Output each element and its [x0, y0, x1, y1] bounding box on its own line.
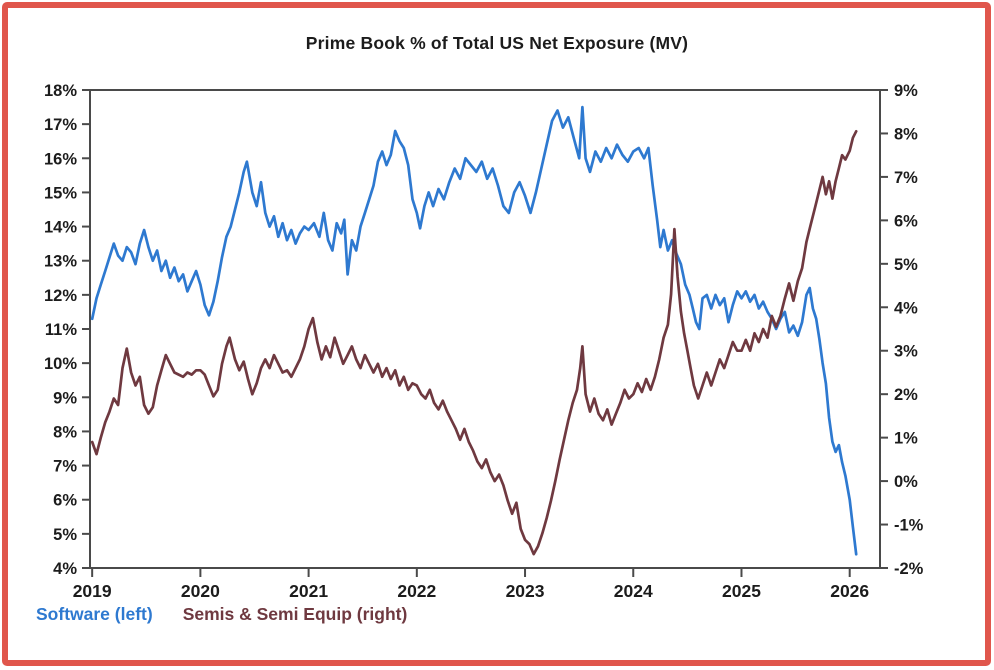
left-axis-label: 15%: [44, 184, 77, 202]
left-axis-label: 11%: [45, 321, 77, 339]
left-axis-label: 17%: [44, 116, 77, 134]
right-axis-label: -2%: [894, 560, 924, 578]
right-axis-label: 1%: [894, 430, 918, 448]
right-axis-label: 9%: [894, 82, 918, 100]
right-axis-label: 6%: [894, 212, 918, 230]
x-axis-label: 2022: [397, 581, 436, 601]
left-axis-label: 16%: [44, 150, 77, 168]
right-axis-label: 8%: [894, 125, 918, 143]
x-axis-label: 2024: [614, 581, 653, 601]
right-axis-label: 2%: [894, 386, 918, 404]
left-axis-label: 6%: [53, 492, 77, 510]
chart-title: Prime Book % of Total US Net Exposure (M…: [305, 33, 689, 53]
series-line-software: [90, 105, 858, 556]
left-axis-label: 18%: [44, 82, 77, 100]
left-axis-label: 9%: [53, 389, 77, 407]
x-axis-label: 2025: [722, 581, 761, 601]
legend-item-semis: Semis & Semi Equip (right): [182, 604, 408, 624]
series-line-semis: [90, 129, 858, 556]
x-axis-label: 2023: [506, 581, 545, 601]
left-axis-label: 4%: [53, 560, 77, 578]
right-axis-label: 4%: [894, 299, 918, 317]
left-axis-label: 5%: [53, 526, 77, 544]
x-axis-label: 2019: [73, 581, 112, 601]
x-axis-label: 2026: [830, 581, 869, 601]
plot-frame: [89, 89, 881, 569]
left-axis-label: 12%: [44, 287, 77, 305]
right-axis-label: 3%: [894, 343, 918, 361]
left-axis-label: 10%: [44, 355, 77, 373]
right-axis-label: -1%: [894, 517, 924, 535]
left-axis-label: 8%: [53, 423, 77, 441]
left-axis-label: 7%: [53, 458, 77, 476]
legend-item-software: Software (left): [36, 604, 153, 624]
x-axis-label: 2021: [289, 581, 328, 601]
legend: Software (left) Semis & Semi Equip (righ…: [36, 604, 407, 625]
left-axis-label: 13%: [44, 253, 77, 271]
right-axis-label: 5%: [894, 256, 918, 274]
right-axis-label: 7%: [894, 169, 918, 187]
left-axis-label: 14%: [44, 219, 77, 237]
right-axis-label: 0%: [894, 473, 918, 491]
x-axis-label: 2020: [181, 581, 220, 601]
